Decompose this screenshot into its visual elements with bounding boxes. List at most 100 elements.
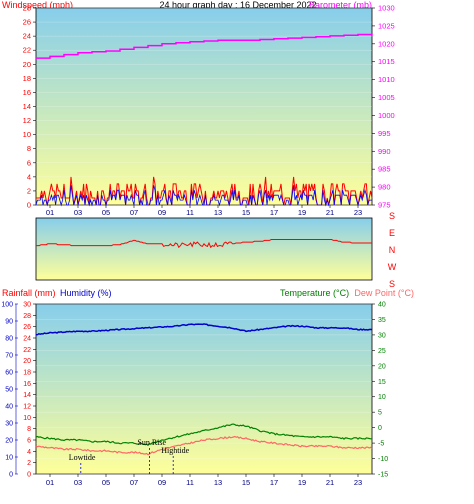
x-tick-label: 11: [186, 208, 194, 217]
direction-label: E: [389, 228, 395, 238]
graph-title: 24 hour graph day : 16 December 2022: [159, 0, 316, 10]
dewpoint-axis-label: Dew Point (°C): [354, 288, 414, 298]
windspeed-tick-label: 28: [23, 4, 31, 13]
windspeed-tick-label: 10: [23, 130, 31, 139]
humidity-tick-label: 0: [9, 472, 13, 479]
rain-tick-label: 18: [23, 370, 31, 377]
humidity-tick-label: 80: [5, 336, 13, 343]
humidity-tick-label: 40: [5, 404, 13, 411]
barometer-tick-label: 1005: [378, 93, 395, 102]
windspeed-tick-label: 0: [27, 201, 31, 210]
barometer-tick-label: 990: [378, 147, 391, 156]
windspeed-tick-label: 4: [27, 172, 31, 181]
barometer-tick-label: 1025: [378, 21, 395, 30]
x-tick-label: 09: [158, 478, 166, 487]
x-tick-label: 11: [186, 478, 194, 487]
barometer-axis-label: Barometer (mb): [309, 0, 372, 10]
x-tick-label: 17: [270, 208, 278, 217]
windspeed-tick-label: 18: [23, 74, 31, 83]
windspeed-tick-label: 2: [27, 186, 31, 195]
rain-tick-label: 12: [23, 404, 31, 411]
rain-tick-label: 10: [23, 415, 31, 422]
x-tick-label: 07: [130, 478, 138, 487]
x-tick-label: 13: [214, 478, 222, 487]
annotation-label: Sun Rise: [137, 438, 166, 447]
temperature-tick-label: 20: [378, 363, 386, 370]
x-tick-label: 23: [354, 208, 362, 217]
wind-direction-series: [36, 239, 372, 249]
rain-tick-label: 2: [27, 460, 31, 467]
humidity-tick-label: 90: [5, 319, 13, 326]
barometer-tick-label: 1015: [378, 57, 395, 66]
wind-direction-panel: [35, 217, 373, 281]
humidity-tick-label: 20: [5, 438, 13, 445]
annotation-label: Hightide: [161, 446, 189, 455]
x-tick-label: 19: [298, 208, 306, 217]
x-tick-label: 21: [326, 208, 334, 217]
windspeed-tick-label: 24: [23, 32, 31, 41]
temperature-axis-label: Temperature (°C): [280, 288, 349, 298]
temperature-tick-label: 5: [378, 410, 382, 417]
temperature-tick-label: 0: [378, 425, 382, 432]
barometer-tick-label: 1000: [378, 111, 395, 120]
barometer-tick-label: 1020: [378, 39, 395, 48]
x-tick-label: 05: [102, 478, 110, 487]
humidity-tick-label: 10: [5, 455, 13, 462]
x-tick-label: 09: [158, 208, 166, 217]
windspeed-tick-label: 20: [23, 60, 31, 69]
x-tick-label: 13: [214, 208, 222, 217]
temperature-tick-label: 15: [378, 379, 386, 386]
humidity-tick-label: 30: [5, 421, 13, 428]
rain-tick-label: 8: [27, 426, 31, 433]
humidity-series: [35, 323, 373, 336]
humidity-tick-label: 100: [1, 302, 13, 309]
humidity-tick-label: 60: [5, 370, 13, 377]
rainfall-axis-label: Rainfall (mm): [2, 288, 56, 298]
x-tick-label: 03: [74, 208, 82, 217]
temperature-tick-label: 40: [378, 302, 386, 309]
x-tick-label: 23: [354, 478, 362, 487]
rain-tick-label: 14: [23, 392, 31, 399]
barometer-series: [36, 33, 373, 59]
rain-tick-label: 16: [23, 381, 31, 388]
windspeed-tick-label: 8: [27, 144, 31, 153]
rain-tick-label: 0: [27, 472, 31, 479]
direction-label: S: [389, 211, 395, 221]
windspeed-axis-label: Windspeed (mph): [2, 0, 73, 10]
windspeed-tick-label: 6: [27, 158, 31, 167]
temperature-tick-label: -10: [378, 456, 388, 463]
windspeed-tick-label: 12: [23, 116, 31, 125]
humidity-tick-label: 70: [5, 353, 13, 360]
temperature-tick-label: 25: [378, 348, 386, 355]
barometer-tick-label: 980: [378, 183, 391, 192]
x-tick-label: 01: [46, 208, 54, 217]
x-tick-label: 05: [102, 208, 110, 217]
direction-label: W: [388, 262, 397, 272]
humidity-tick-label: 50: [5, 387, 13, 394]
rain-tick-label: 4: [27, 449, 31, 456]
windspeed-tick-label: 26: [23, 18, 31, 27]
rain-tick-label: 22: [23, 347, 31, 354]
temp-humidity-panel: [35, 303, 373, 475]
temperature-tick-label: 30: [378, 332, 386, 339]
x-tick-label: 15: [242, 478, 250, 487]
temperature-tick-label: 10: [378, 394, 386, 401]
temperature-tick-label: -5: [378, 441, 384, 448]
rain-tick-label: 26: [23, 324, 31, 331]
dewpoint-series: [35, 435, 373, 456]
temperature-tick-label: 35: [378, 317, 386, 324]
rain-tick-label: 24: [23, 336, 31, 343]
barometer-tick-label: 1010: [378, 75, 395, 84]
x-tick-label: 15: [242, 208, 250, 217]
rain-tick-label: 30: [23, 302, 31, 309]
rain-tick-label: 6: [27, 438, 31, 445]
temperature-series: [35, 423, 372, 447]
temperature-tick-label: -15: [378, 472, 388, 479]
windspeed-tick-label: 16: [23, 88, 31, 97]
x-tick-label: 03: [74, 478, 82, 487]
x-tick-label: 17: [270, 478, 278, 487]
barometer-tick-label: 975: [378, 201, 391, 210]
rain-tick-label: 28: [23, 313, 31, 320]
humidity-axis-label: Humidity (%): [60, 288, 112, 298]
